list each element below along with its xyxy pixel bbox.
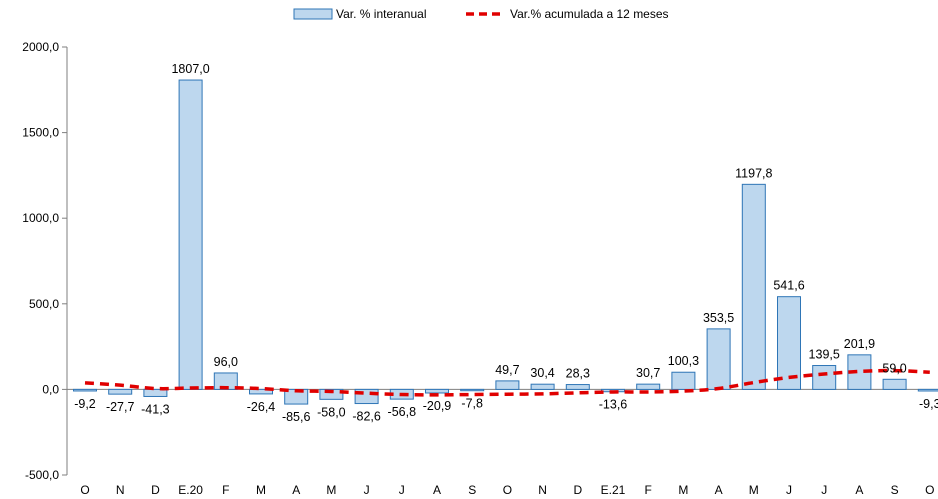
bar bbox=[671, 371, 696, 390]
bars bbox=[73, 79, 938, 405]
bar-data-label: -20,9 bbox=[423, 399, 452, 413]
bar bbox=[706, 328, 731, 390]
x-tick-label: S bbox=[891, 483, 899, 497]
x-tick-label: O bbox=[80, 483, 89, 497]
bar-data-label: -56,8 bbox=[388, 405, 417, 419]
bar bbox=[460, 388, 485, 392]
bar-data-label: -13,6 bbox=[599, 398, 628, 412]
x-tick-label: S bbox=[468, 483, 476, 497]
y-tick-label: 2000,0 bbox=[22, 40, 59, 54]
x-tick-label: D bbox=[573, 483, 582, 497]
bar bbox=[777, 296, 801, 390]
bar bbox=[882, 378, 907, 390]
accumulated-line bbox=[84, 368, 930, 397]
bar bbox=[741, 183, 766, 390]
x-tick-label: M bbox=[749, 483, 759, 497]
bar bbox=[425, 388, 449, 394]
x-tick-label: E.21 bbox=[601, 483, 626, 497]
bar-data-label: -41,3 bbox=[141, 402, 170, 416]
x-axis-labels: O N D E.20 F M A M J J A S O N D E.21 F M A M J J A S O bbox=[80, 483, 934, 497]
bar-data-label: 201,9 bbox=[844, 337, 875, 351]
y-tick-label: -500,0 bbox=[25, 468, 59, 482]
x-tick-label: A bbox=[433, 483, 441, 497]
legend-bar-swatch bbox=[293, 8, 333, 20]
x-tick-label: M bbox=[678, 483, 688, 497]
legend-bar-label: Var. % interanual bbox=[336, 7, 427, 21]
bar-data-label: -27,7 bbox=[106, 400, 135, 414]
y-tick-label: 0,0 bbox=[42, 382, 59, 396]
bar-data-label: 100,3 bbox=[668, 354, 699, 368]
bar bbox=[530, 383, 555, 390]
y-tick-label: 1000,0 bbox=[22, 211, 59, 225]
x-tick-label: J bbox=[821, 483, 827, 497]
bar bbox=[495, 380, 520, 390]
accumulated-line-path bbox=[84, 368, 930, 397]
bar-data-label: -82,6 bbox=[352, 410, 381, 424]
x-tick-label: M bbox=[256, 483, 266, 497]
bar bbox=[178, 79, 203, 390]
bar bbox=[319, 388, 344, 400]
x-tick-label: N bbox=[116, 483, 125, 497]
bar bbox=[636, 383, 661, 390]
bar-data-label: 49,7 bbox=[495, 363, 519, 377]
x-tick-label: F bbox=[222, 483, 229, 497]
x-tick-label: N bbox=[538, 483, 547, 497]
bar-data-label: -85,6 bbox=[282, 410, 311, 424]
x-tick-label: A bbox=[855, 483, 863, 497]
bar bbox=[249, 388, 273, 395]
x-tick-label: J bbox=[786, 483, 792, 497]
bar-data-label: -9,3 bbox=[919, 397, 938, 411]
x-tick-label: J bbox=[399, 483, 405, 497]
bar-data-label: -26,4 bbox=[247, 400, 276, 414]
bar-data-label: -7,8 bbox=[461, 397, 483, 411]
y-tick-label: 1500,0 bbox=[22, 126, 59, 140]
bar-data-label: 1197,8 bbox=[735, 166, 772, 180]
bar-data-label: 30,4 bbox=[530, 366, 554, 380]
x-tick-label: E.20 bbox=[178, 483, 203, 497]
bar-data-label: -9,2 bbox=[74, 397, 96, 411]
bar-data-label: 353,5 bbox=[703, 311, 734, 325]
x-tick-label: O bbox=[925, 483, 934, 497]
bar bbox=[565, 384, 590, 390]
legend-line-label: Var.% acumulada a 12 meses bbox=[510, 7, 669, 21]
x-tick-label: A bbox=[715, 483, 723, 497]
bar bbox=[73, 388, 97, 392]
x-tick-label: M bbox=[326, 483, 336, 497]
x-tick-label: A bbox=[292, 483, 300, 497]
bar bbox=[917, 388, 938, 392]
x-tick-label: D bbox=[151, 483, 160, 497]
x-tick-label: O bbox=[503, 483, 512, 497]
bar bbox=[812, 365, 837, 390]
x-tick-label: J bbox=[364, 483, 370, 497]
bar-data-label: -58,0 bbox=[317, 405, 346, 419]
bar-data-label: 59,0 bbox=[882, 361, 906, 375]
bar-data-label: 1807,0 bbox=[171, 62, 209, 76]
x-tick-label: F bbox=[645, 483, 652, 497]
bar bbox=[143, 388, 168, 397]
y-tick-label: 500,0 bbox=[29, 297, 59, 311]
bar-data-label: 30,7 bbox=[636, 366, 660, 380]
bar-data-label: 541,6 bbox=[773, 279, 804, 293]
bar bbox=[108, 388, 133, 395]
bar-data-label: 96,0 bbox=[214, 355, 238, 369]
legend: Var. % interanual Var.% acumulada a 12 m… bbox=[293, 7, 669, 21]
bar-data-label: 139,5 bbox=[809, 348, 840, 362]
bar-data-label: 28,3 bbox=[566, 367, 590, 381]
